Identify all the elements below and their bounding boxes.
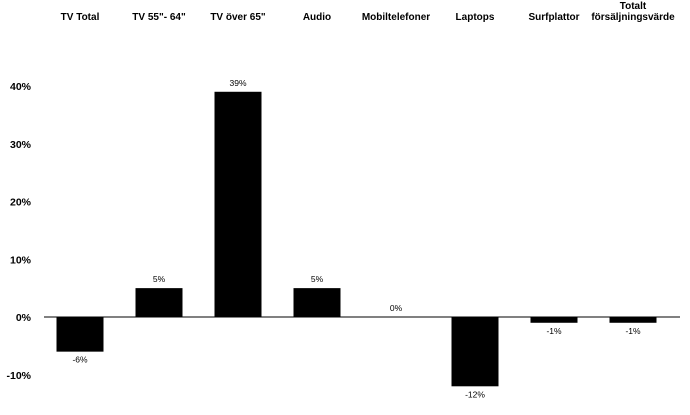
data-label: 0% [390, 303, 403, 313]
data-label: 39% [229, 78, 246, 88]
y-axis-tick-labels: 40% 30% 20% 10% 0% -10% [6, 81, 31, 382]
bar [56, 317, 104, 352]
data-label: -6% [72, 355, 88, 365]
data-label: -1% [546, 326, 562, 336]
data-label: -12% [465, 389, 485, 399]
category-label: Surfplattor [528, 12, 579, 23]
category-label: Laptops [456, 12, 495, 23]
bar [135, 288, 183, 317]
category-labels: TV Total TV 55"- 64" TV över 65" Audio Mobil… [61, 1, 675, 23]
data-label: 5% [153, 274, 166, 284]
data-label: -1% [625, 326, 641, 336]
bar [214, 91, 262, 318]
category-label: TV över 65" [210, 12, 266, 23]
bar [609, 317, 657, 323]
y-tick-label: -10% [6, 370, 31, 382]
category-label: Mobiltelefoner [362, 12, 430, 23]
bar [451, 317, 499, 387]
y-tick-label: 20% [10, 197, 32, 209]
data-labels: -6% 5% 39% 5% 0% -12% -1% -1% [72, 78, 641, 400]
bars [56, 91, 657, 387]
bar [530, 317, 578, 323]
y-tick-label: 10% [10, 254, 32, 266]
category-label: TV Total [61, 12, 100, 23]
category-label: Totalt försäljningsvärde [591, 1, 675, 23]
data-label: 5% [311, 274, 324, 284]
category-label: TV 55"- 64" [132, 12, 186, 23]
y-tick-label: 30% [10, 139, 32, 151]
category-label: Audio [303, 12, 331, 23]
y-tick-label: 40% [10, 81, 32, 93]
bar [293, 288, 341, 317]
y-tick-label: 0% [16, 312, 32, 324]
